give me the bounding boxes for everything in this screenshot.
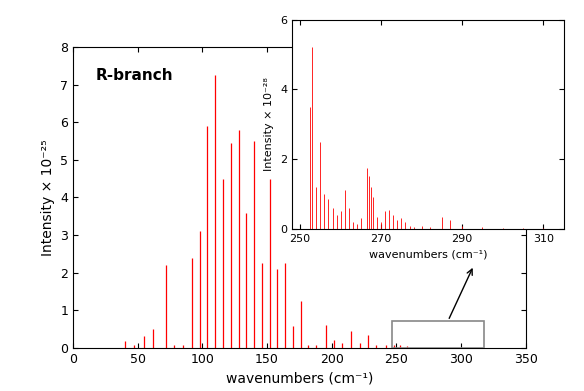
- Text: R-branch: R-branch: [96, 68, 173, 83]
- Bar: [392, 321, 484, 348]
- Y-axis label: Intensity × 10⁻²⁸: Intensity × 10⁻²⁸: [265, 77, 274, 171]
- Y-axis label: Intensity × 10⁻²⁵: Intensity × 10⁻²⁵: [40, 139, 54, 256]
- X-axis label: wavenumbers (cm⁻¹): wavenumbers (cm⁻¹): [369, 249, 487, 259]
- X-axis label: wavenumbers (cm⁻¹): wavenumbers (cm⁻¹): [225, 371, 373, 386]
